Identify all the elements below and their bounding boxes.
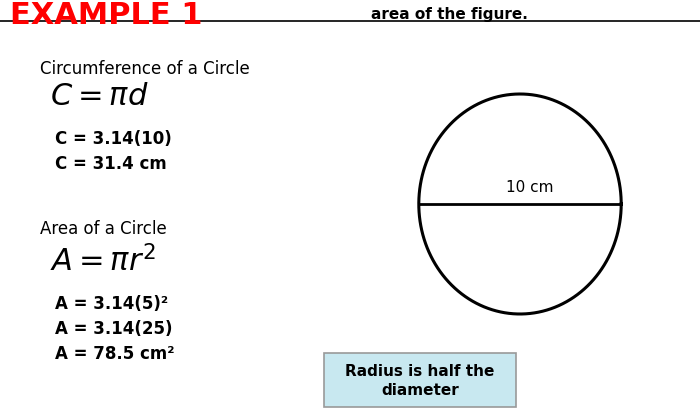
- Text: $A = \pi r^2$: $A = \pi r^2$: [50, 244, 155, 277]
- Text: EXAMPLE 1: EXAMPLE 1: [10, 2, 202, 31]
- Text: A = 3.14(25): A = 3.14(25): [55, 319, 172, 337]
- Text: diameter: diameter: [381, 382, 459, 397]
- FancyBboxPatch shape: [324, 353, 516, 407]
- Text: 10 cm: 10 cm: [506, 180, 554, 195]
- Text: Radius is half the: Radius is half the: [345, 363, 495, 378]
- Text: Circumference of a Circle: Circumference of a Circle: [40, 60, 250, 78]
- Text: C = 31.4 cm: C = 31.4 cm: [55, 154, 167, 173]
- Text: C = 3.14(10): C = 3.14(10): [55, 130, 172, 147]
- Text: A = 3.14(5)²: A = 3.14(5)²: [55, 294, 168, 312]
- Text: $C = \pi d$: $C = \pi d$: [50, 82, 148, 111]
- Text: A = 78.5 cm²: A = 78.5 cm²: [55, 344, 174, 362]
- Text: area of the figure.: area of the figure.: [371, 7, 528, 21]
- Text: Area of a Circle: Area of a Circle: [40, 219, 167, 237]
